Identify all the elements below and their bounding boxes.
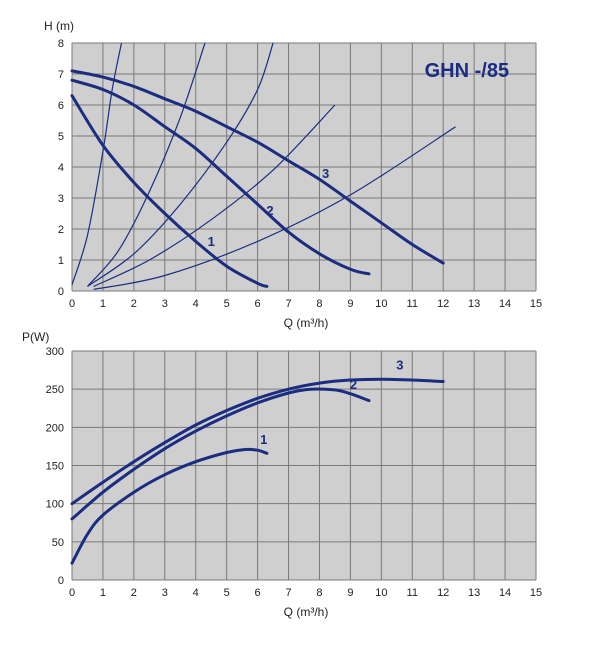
power-x-tick-label: 1	[100, 587, 106, 599]
power-x-tick-label: 0	[69, 587, 75, 599]
power-y-tick-label: 150	[46, 461, 64, 473]
power-series-2-line	[70, 387, 371, 521]
power-y-axis-title: P(W)	[22, 330, 49, 344]
head-grid	[71, 42, 537, 292]
head-x-tick-label: 3	[162, 298, 168, 310]
head-y-tick-label: 5	[58, 131, 64, 143]
power-x-tick-label: 3	[162, 587, 168, 599]
head-x-tick-label: 15	[530, 298, 542, 310]
power-x-tick-label: 14	[499, 587, 511, 599]
power-y-tick-label: 0	[58, 575, 64, 587]
power-x-tick-label: 5	[224, 587, 230, 599]
head-series-1-line	[70, 94, 269, 288]
head-y-tick-label: 8	[58, 38, 64, 50]
power-x-tick-label: 12	[437, 587, 449, 599]
head-y-tick-label: 0	[58, 286, 64, 298]
power-chart: 0 1 2 3 4 5 6 7 8 9 10 11 12 13 14 15050100150200250300…	[22, 330, 542, 619]
head-x-tick-label: 4	[193, 298, 199, 310]
head-x-tick-label: 0	[69, 298, 75, 310]
power-x-tick-label: 4	[193, 587, 199, 599]
power-x-tick-label: 8	[316, 587, 322, 599]
power-y-tick-label: 200	[46, 422, 64, 434]
power-x-tick-label: 15	[530, 587, 542, 599]
head-y-tick-label: 6	[58, 100, 64, 112]
head-chart-title: GHN -/85	[425, 60, 509, 82]
head-series-3-line	[70, 69, 445, 265]
head-system-curve	[71, 42, 123, 285]
head-series-1-label: 1	[208, 234, 215, 249]
power-x-tick-label: 7	[285, 587, 291, 599]
power-series-1-label: 1	[260, 432, 267, 447]
head-x-tick-label: 14	[499, 298, 511, 310]
power-y-tick-label: 300	[46, 346, 64, 358]
head-x-tick-label: 8	[316, 298, 322, 310]
power-x-tick-label: 6	[255, 587, 261, 599]
power-y-tick-label: 50	[52, 537, 64, 549]
head-x-axis-title: Q (m³/h)	[284, 316, 329, 330]
power-y-tick-label: 100	[46, 499, 64, 511]
head-x-tick-label: 6	[255, 298, 261, 310]
head-x-tick-label: 10	[375, 298, 387, 310]
head-series-2-line	[70, 78, 371, 276]
head-x-tick-label: 7	[285, 298, 291, 310]
head-x-tick-label: 5	[224, 298, 230, 310]
head-y-tick-label: 4	[58, 162, 64, 174]
head-y-axis-title: H (m)	[44, 19, 74, 33]
power-y-tick-label: 250	[46, 384, 64, 396]
power-x-tick-label: 10	[375, 587, 387, 599]
head-system-curve	[87, 42, 274, 287]
head-y-tick-label: 1	[58, 255, 64, 267]
power-series-3-label: 3	[396, 357, 403, 372]
power-series-2-label: 2	[350, 377, 357, 392]
power-series-1-line	[70, 447, 269, 565]
head-x-tick-label: 11	[407, 298, 418, 310]
power-x-tick-label: 9	[347, 587, 353, 599]
head-system-curve	[87, 42, 206, 287]
power-x-axis-title: Q (m³/h)	[284, 605, 329, 619]
head-system-curve	[93, 104, 336, 287]
head-x-tick-label: 9	[347, 298, 353, 310]
head-system-curve	[93, 126, 456, 290]
power-x-tick-label: 2	[131, 587, 137, 599]
head-x-tick-label: 2	[131, 298, 137, 310]
power-x-tick-label: 11	[407, 587, 418, 599]
head-x-tick-label: 13	[468, 298, 480, 310]
head-y-tick-label: 7	[58, 69, 64, 81]
power-x-tick-label: 13	[468, 587, 480, 599]
head-series-3-label: 3	[322, 166, 329, 181]
head-x-tick-label: 12	[437, 298, 449, 310]
head-y-tick-label: 2	[58, 224, 64, 236]
head-y-tick-label: 3	[58, 193, 64, 205]
head-series-2-label: 2	[266, 203, 273, 218]
power-series-3-line	[70, 377, 445, 506]
head-x-tick-label: 1	[100, 298, 106, 310]
